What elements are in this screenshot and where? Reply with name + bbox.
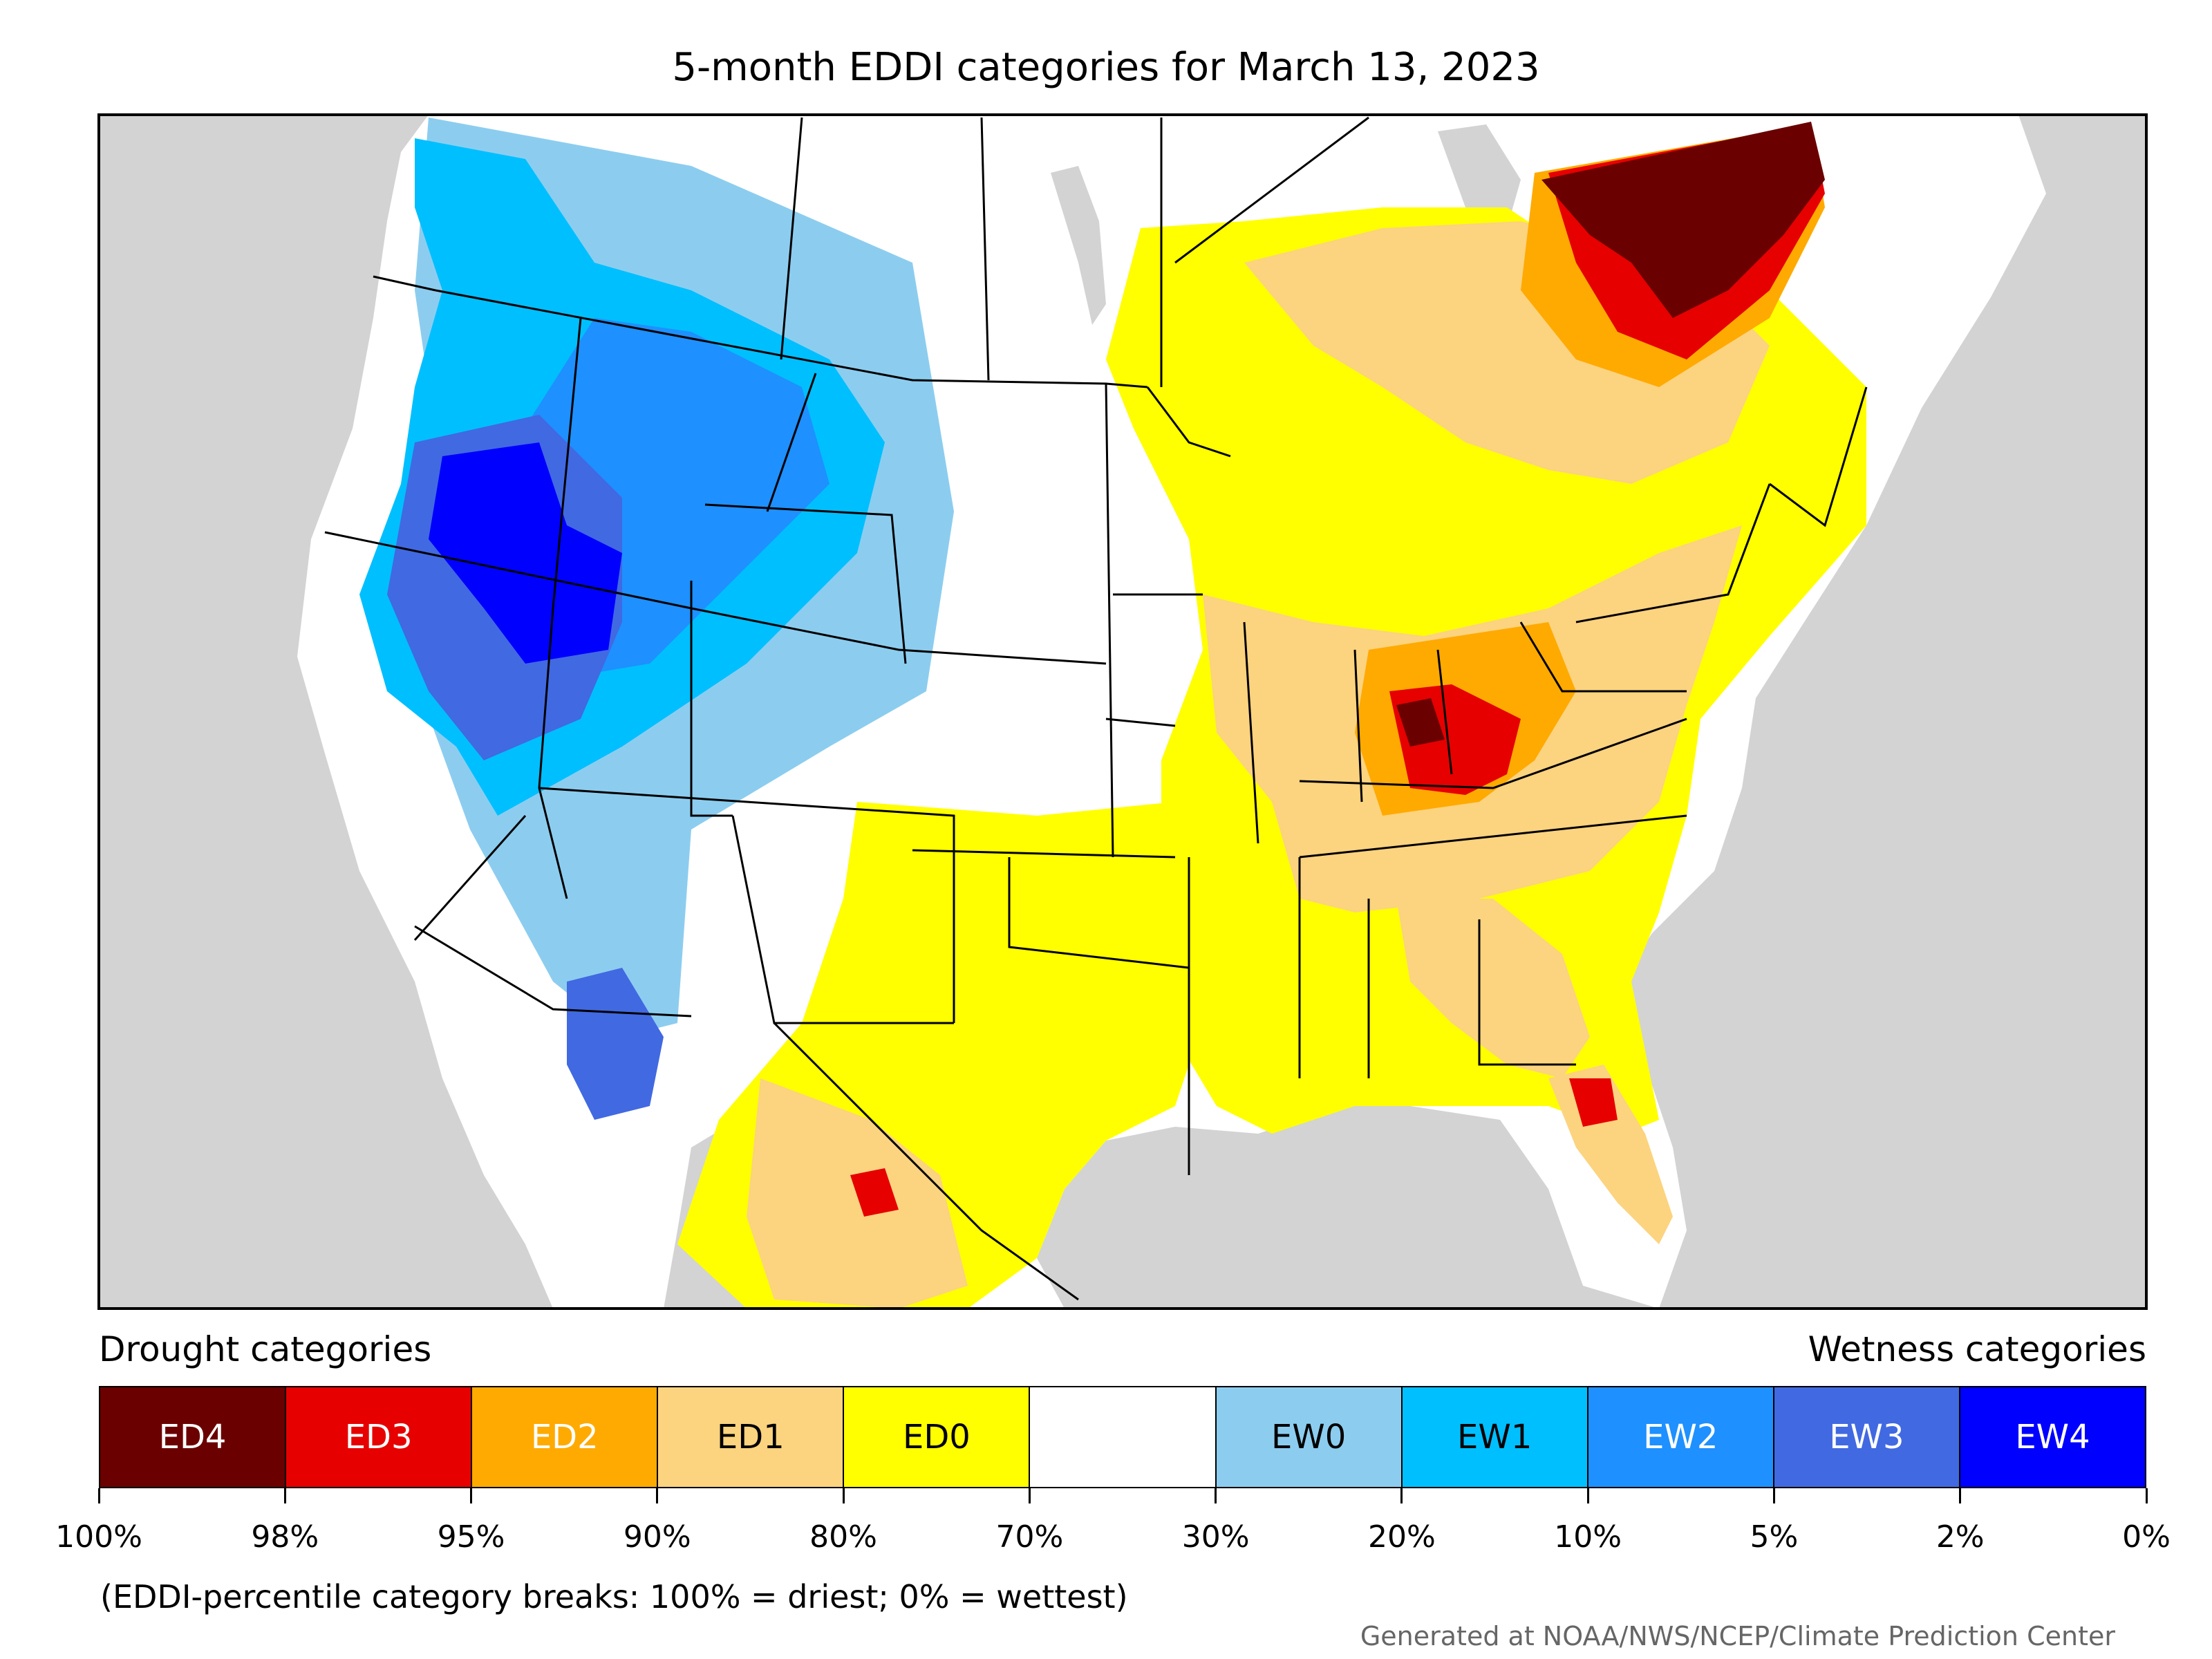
category-legend: ED4 ED3 ED2 ED1 ED0 EW0 EW1 EW2 EW3 EW4	[99, 1386, 2146, 1488]
hudson-bay-inlet	[1438, 124, 1521, 228]
state-boundaries	[324, 116, 1868, 1301]
lake-winnipeg	[1051, 166, 1106, 325]
legend-break-label: 70%	[995, 1519, 1064, 1555]
region-ed4-quebec	[1541, 122, 1825, 318]
legend-tick	[1028, 1488, 1031, 1503]
page-title: 5-month EDDI categories for March 13, 20…	[672, 45, 1540, 90]
region-ed1-southeast	[1396, 899, 1590, 1078]
legend-swatch-ew0: EW0	[1216, 1387, 1403, 1487]
legend-swatch-ed1: ED1	[658, 1387, 845, 1487]
legend-swatch-ew1: EW1	[1402, 1387, 1588, 1487]
legend-break-label: 0%	[2122, 1519, 2171, 1555]
legend-break-label: 100%	[55, 1519, 142, 1555]
legend-break-label: 30%	[1181, 1519, 1250, 1555]
legend-break-label: 90%	[623, 1519, 691, 1555]
legend-swatch-ew2: EW2	[1588, 1387, 1774, 1487]
legend-break-label: 20%	[1368, 1519, 1436, 1555]
legend-ticks	[97, 1488, 2148, 1505]
legend-break-label: 95%	[437, 1519, 505, 1555]
legend-tick	[470, 1488, 473, 1503]
legend-swatch-ed0: ED0	[844, 1387, 1031, 1487]
map-frame	[97, 113, 2148, 1310]
region-ed3-mexico	[850, 1168, 899, 1217]
legend-swatch-ew4: EW4	[1960, 1387, 2146, 1487]
region-ed3-florida	[1569, 1078, 1618, 1127]
category-breaks-note: (EDDI-percentile category breaks: 100% =…	[100, 1578, 1128, 1615]
legend-tick	[1215, 1488, 1217, 1503]
legend-break-label: 10%	[1554, 1519, 1622, 1555]
legend-swatch-ed2: ED2	[472, 1387, 659, 1487]
legend-break-label: 5%	[1750, 1519, 1799, 1555]
legend-tick	[1586, 1488, 1589, 1503]
legend-tick	[842, 1488, 845, 1503]
legend-swatch-ed4: ED4	[100, 1387, 287, 1487]
legend-swatch-ed3: ED3	[286, 1387, 473, 1487]
wetness-categories-heading: Wetness categories	[1808, 1329, 2146, 1369]
legend-break-label: 98%	[251, 1519, 319, 1555]
legend-swatch-neutral	[1030, 1387, 1217, 1487]
drought-categories-heading: Drought categories	[99, 1329, 432, 1369]
region-ew4-basin	[429, 442, 622, 664]
legend-tick	[1772, 1488, 1775, 1503]
legend-tick	[1959, 1488, 1962, 1503]
legend-tick	[97, 1488, 100, 1503]
legend-tick	[283, 1488, 286, 1503]
region-ew3-arizona	[567, 968, 664, 1120]
legend-break-label: 2%	[1936, 1519, 1985, 1555]
legend-swatch-ew3: EW3	[1774, 1387, 1960, 1487]
legend-tick	[2145, 1488, 2148, 1503]
legend-tick	[1400, 1488, 1403, 1503]
legend-tick	[656, 1488, 659, 1503]
credit-line: Generated at NOAA/NWS/NCEP/Climate Predi…	[1360, 1621, 2115, 1651]
legend-break-label: 80%	[809, 1519, 877, 1555]
region-ed4-indiana	[1396, 698, 1445, 747]
